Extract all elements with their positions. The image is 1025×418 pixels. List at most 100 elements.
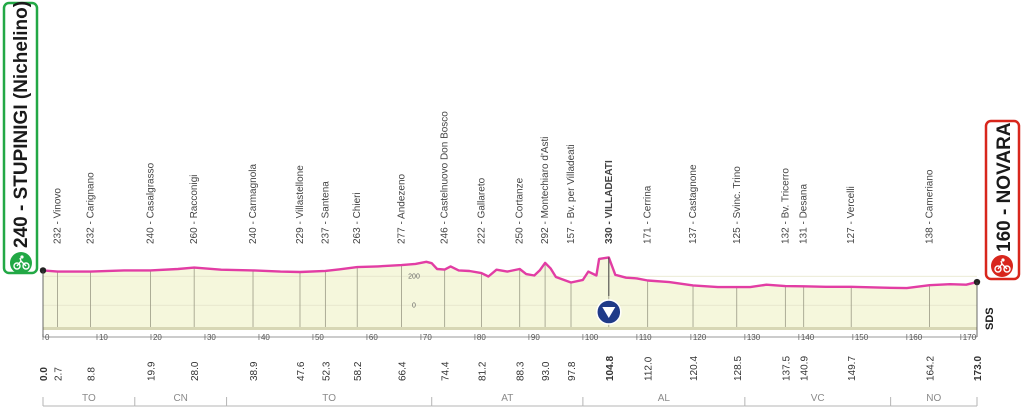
town-separator: -: [352, 218, 363, 227]
km-label-text: 137.5: [781, 356, 792, 381]
km-label-text: 19.9: [146, 361, 157, 381]
town-separator: -: [643, 218, 654, 227]
town-altitude: 229: [295, 227, 306, 244]
km-label-text: 58.2: [353, 361, 364, 381]
town-separator: -: [566, 218, 577, 227]
km-label: 88.3: [516, 361, 527, 381]
town-separator: -: [846, 218, 857, 227]
km-label-text: 120.4: [689, 356, 700, 381]
km-tick-label: 60: [369, 333, 378, 342]
km-tick-label: 10: [99, 333, 108, 342]
region-label: NO: [926, 393, 941, 404]
town-name: Desana: [799, 184, 810, 219]
town-name: Castagnone: [688, 164, 699, 218]
town-label: 171 - Cerrina: [643, 185, 654, 244]
km-tick-label: 40: [261, 333, 270, 342]
town-altitude: 132: [780, 227, 791, 244]
km-label-text: 93.0: [541, 361, 552, 381]
town-altitude: 277: [397, 227, 408, 244]
km-label-text: 149.7: [847, 356, 858, 381]
town-name: Castelnuovo Don Bosco: [440, 111, 451, 219]
town-name: Bv. per Villadeati: [566, 144, 577, 218]
profile-area-layer: [43, 257, 977, 330]
town-label-text: 330 - VILLADEATI: [604, 160, 615, 244]
town-label: 246 - Castelnuovo Don Bosco: [440, 111, 451, 244]
town-name: Casalgrasso: [145, 162, 156, 218]
km-tick-label: 120: [693, 333, 707, 342]
km-label-text: 8.8: [87, 367, 98, 381]
gpm-marker-layer: [596, 257, 622, 325]
km-tick-label: 70: [423, 333, 432, 342]
triangle-down-icon: [602, 307, 616, 318]
town-label: 292 - Montechiaro d'Asti: [540, 136, 551, 244]
town-altitude: 157: [566, 227, 577, 244]
km-label-text: 47.6: [296, 361, 307, 381]
km-label: 173.0: [973, 356, 984, 381]
town-label: 237 - Santena: [320, 181, 331, 244]
town-label: 137 - Castagnone: [688, 164, 699, 244]
town-label-text: 222 - Gallareto: [476, 177, 487, 244]
town-separator: -: [780, 218, 791, 227]
town-label: 132 - Bv. Tricerro: [780, 168, 791, 244]
profile-area-fill: [43, 257, 977, 327]
town-label: 240 - Carmagnola: [248, 164, 259, 244]
km-label: 58.2: [353, 361, 364, 381]
town-name: Santena: [320, 181, 331, 219]
town-separator: -: [320, 218, 331, 227]
town-name: Carmagnola: [248, 164, 259, 219]
km-label: 140.9: [800, 356, 811, 381]
town-label-text: 246 - Castelnuovo Don Bosco: [440, 111, 451, 244]
altitude-tick-label: 0: [412, 302, 416, 309]
town-separator: -: [604, 218, 615, 227]
town-label-text: 137 - Castagnone: [688, 164, 699, 244]
km-label: 8.8: [87, 367, 98, 381]
km-label: 74.4: [441, 361, 452, 381]
town-altitude: 250: [515, 227, 526, 244]
altitude-grid-layer: 0 200: [43, 273, 977, 309]
town-label: 125 - Svinc. Trino: [732, 166, 743, 244]
km-label-text: 173.0: [973, 356, 984, 381]
town-label-text: 232 - Carignano: [86, 172, 97, 244]
km-label: 52.3: [321, 361, 332, 381]
town-label-text: 237 - Santena: [320, 181, 331, 244]
km-tick-label: 90: [531, 333, 540, 342]
town-separator: -: [397, 219, 408, 227]
km-label-text: 66.4: [398, 361, 409, 381]
km-label: 19.9: [146, 361, 157, 381]
town-label: 222 - Gallareto: [476, 177, 487, 244]
km-label: 28.0: [190, 361, 201, 381]
town-label: 229 - Villastellone: [295, 165, 306, 244]
km-label-text: 128.5: [733, 356, 744, 381]
town-name: Cameriano: [925, 169, 936, 218]
km-tick-label: 130: [747, 333, 761, 342]
town-name: Racconigi: [189, 175, 200, 219]
town-altitude: 292: [540, 227, 551, 244]
brand-logo: SDS: [984, 307, 996, 330]
town-label-text: 171 - Cerrina: [643, 185, 654, 244]
start-badge: 240 - STUPINIGI (Nichelino): [2, 1, 39, 275]
region-label: AL: [658, 393, 671, 404]
town-name: Bv. Tricerro: [780, 168, 791, 219]
cyclist-icon: [10, 252, 32, 274]
km-label: 104.8: [605, 356, 616, 381]
town-label: 250 - Cortanze: [515, 177, 526, 244]
town-label-text: 229 - Villastellone: [295, 165, 306, 244]
km-label-text: 0.0: [39, 367, 50, 381]
town-name: Villastellone: [295, 165, 306, 219]
town-separator: -: [248, 218, 259, 227]
town-separator: -: [86, 218, 97, 227]
town-altitude: 237: [320, 227, 331, 244]
town-label-text: 157 - Bv. per Villadeati: [566, 144, 577, 244]
region-bar-layer: TO CN TO AT AL VC NO: [42, 393, 978, 407]
town-name: Cortanze: [515, 177, 526, 218]
km-label: 137.5: [781, 356, 792, 381]
km-label: 0.0: [39, 367, 50, 381]
town-name: Andezeno: [397, 173, 408, 218]
km-labels-layer: 0.0 2.7 8.8 19.9 28.0 38.9 47.6 52.3 58.2 66.4 74.…: [39, 356, 984, 381]
town-label: 277 - Andezeno: [397, 173, 408, 244]
km-tick-label: 110: [639, 333, 652, 342]
km-label-text: 28.0: [190, 361, 201, 381]
